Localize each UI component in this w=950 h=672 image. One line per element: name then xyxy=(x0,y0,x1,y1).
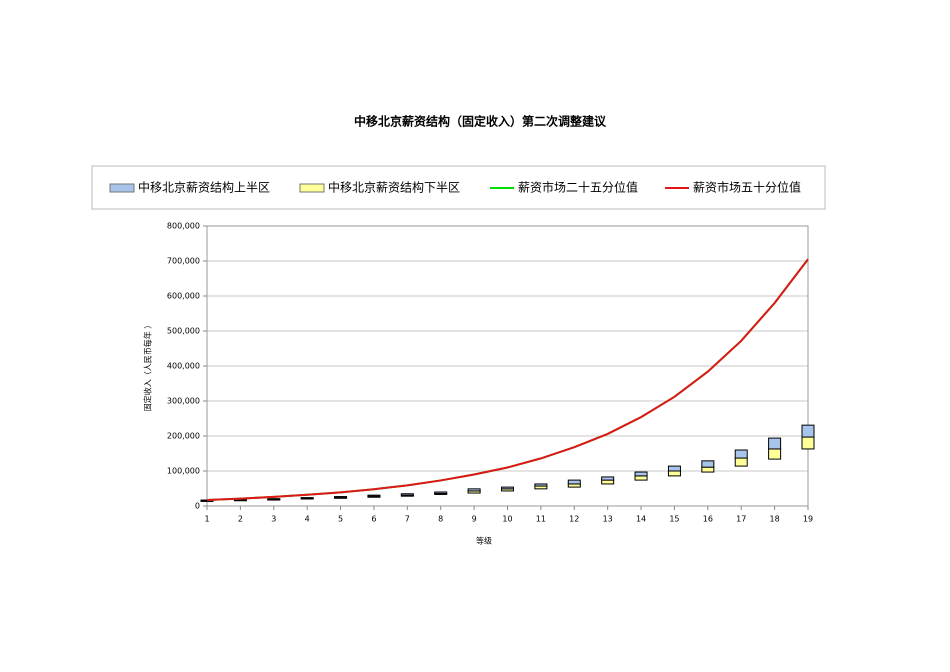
bar-upper xyxy=(701,460,715,468)
x-tick-label: 15 xyxy=(669,515,679,524)
y-tick-label: 0 xyxy=(195,502,200,511)
bar-upper xyxy=(367,494,381,497)
bar-lower xyxy=(634,475,648,481)
x-tick-label: 6 xyxy=(371,515,376,524)
bar-upper xyxy=(300,497,314,499)
x-tick-label: 18 xyxy=(770,515,780,524)
x-tick-label: 16 xyxy=(703,515,713,524)
x-tick-label: 10 xyxy=(502,515,512,524)
bar-lower xyxy=(734,457,748,467)
bar-upper xyxy=(601,476,615,481)
x-axis-label: 等级 xyxy=(476,536,492,546)
y-tick-label: 700,000 xyxy=(167,257,200,266)
bar-upper xyxy=(501,486,514,490)
x-tick-label: 1 xyxy=(204,515,209,524)
x-tick-label: 13 xyxy=(603,515,613,524)
y-tick-label: 500,000 xyxy=(167,327,200,336)
line-series xyxy=(206,258,809,502)
y-tick-label: 400,000 xyxy=(167,362,200,371)
bar-upper xyxy=(768,437,782,450)
bar-upper xyxy=(801,424,815,438)
x-tick-label: 19 xyxy=(803,515,813,524)
bar-upper xyxy=(400,493,414,496)
legend-box xyxy=(91,165,826,210)
chart-title: 中移北京薪资结构（固定收入）第二次调整建议 xyxy=(354,114,607,129)
bar-lower xyxy=(701,466,715,473)
bar-lower xyxy=(601,479,615,485)
y-tick-label: 800,000 xyxy=(167,222,200,231)
legend-label: 中移北京薪资结构下半区 xyxy=(328,180,460,195)
y-tick-label: 200,000 xyxy=(167,432,200,441)
bar-upper xyxy=(634,471,648,477)
x-tick-label: 2 xyxy=(238,515,243,524)
x-tick-label: 14 xyxy=(636,515,646,524)
x-tick-label: 5 xyxy=(338,515,343,524)
bar-lower xyxy=(801,436,815,450)
legend-swatch xyxy=(109,183,135,193)
legend-label: 薪资市场五十分位值 xyxy=(693,180,801,195)
bar-upper xyxy=(534,483,548,487)
bar-upper xyxy=(667,465,681,472)
legend-label: 中移北京薪资结构上半区 xyxy=(138,180,270,195)
y-tick-label: 300,000 xyxy=(167,397,200,406)
bar-upper xyxy=(267,498,281,500)
bar-upper xyxy=(567,479,581,485)
bar-lower xyxy=(768,448,782,460)
x-tick-label: 12 xyxy=(569,515,579,524)
bar-upper xyxy=(734,449,748,459)
x-tick-label: 4 xyxy=(305,515,310,524)
x-tick-label: 9 xyxy=(472,515,477,524)
x-tick-label: 17 xyxy=(736,515,746,524)
x-tick-label: 11 xyxy=(536,515,546,524)
legend-swatch xyxy=(299,183,325,193)
legend-label: 薪资市场二十五分位值 xyxy=(518,180,638,195)
bar-upper xyxy=(434,491,448,494)
y-tick-label: 600,000 xyxy=(167,292,200,301)
x-tick-label: 7 xyxy=(405,515,410,524)
bar-upper xyxy=(334,496,348,499)
line-series xyxy=(206,258,809,502)
x-tick-label: 3 xyxy=(271,515,276,524)
bar-upper xyxy=(467,488,481,492)
y-tick-label: 100,000 xyxy=(167,467,200,476)
bar-lower xyxy=(667,470,681,477)
y-axis-label: 固定收入（人民币每年 ） xyxy=(143,321,153,412)
x-tick-label: 8 xyxy=(438,515,443,524)
